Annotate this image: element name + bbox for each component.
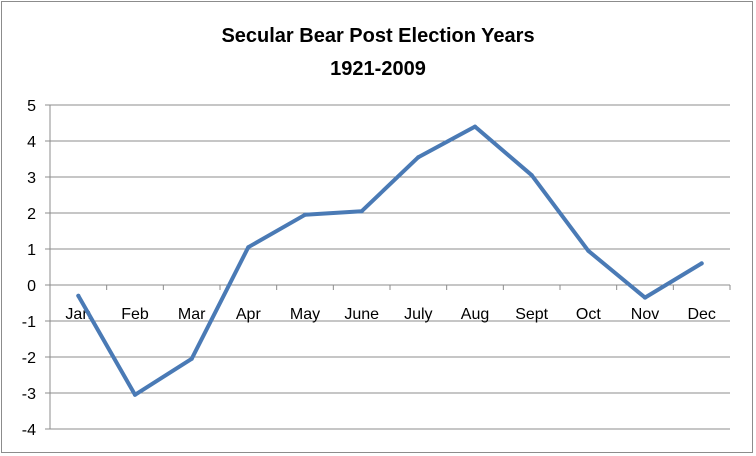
y-tick-label: 1 [27, 242, 36, 259]
y-tick-label: 4 [27, 134, 36, 151]
gridlines [50, 104, 730, 430]
chart-subtitle: 1921-2009 [330, 58, 426, 80]
x-tick-label: May [290, 306, 320, 323]
data-point [133, 392, 137, 397]
x-tick-label: Apr [236, 306, 262, 323]
series-line [76, 124, 704, 397]
x-tick-label: June [344, 306, 379, 323]
data-point [303, 212, 307, 217]
x-tick-label: Oct [576, 306, 601, 323]
y-tick-label: 3 [27, 170, 36, 187]
x-tick-label: Mar [178, 306, 206, 323]
y-tick-label: 2 [27, 206, 36, 223]
x-tick-label: July [404, 306, 432, 323]
x-tick-label: Sept [515, 306, 548, 323]
y-tick-label: -1 [22, 314, 36, 331]
data-point [529, 173, 534, 178]
data-point [586, 248, 591, 253]
data-point [76, 293, 81, 298]
x-tick-label: Dec [687, 306, 715, 323]
x-tick-label: Nov [631, 306, 659, 323]
data-point [359, 209, 364, 214]
chart-title: Secular Bear Post Election Years [221, 25, 535, 47]
data-point [699, 261, 704, 266]
y-tick-label: -2 [22, 350, 36, 367]
x-tick-label: Aug [461, 306, 489, 323]
y-tick-label: 5 [27, 98, 36, 115]
data-point [643, 295, 647, 300]
y-tick-label: -3 [22, 386, 36, 403]
data-point [246, 245, 251, 250]
y-axis: 5 4 3 2 1 0 -1 -2 -3 -4 [22, 98, 51, 439]
series-layer [76, 124, 704, 397]
data-point [416, 155, 421, 160]
data-point [473, 124, 477, 129]
y-tick-label: 0 [27, 278, 36, 295]
x-axis-labels: Jan Feb Mar Apr May June July Aug Sept Oct Nov Dec [49, 285, 731, 323]
y-tick-label: -4 [22, 422, 36, 439]
data-point [189, 356, 194, 361]
x-tick-label: Feb [121, 306, 149, 323]
